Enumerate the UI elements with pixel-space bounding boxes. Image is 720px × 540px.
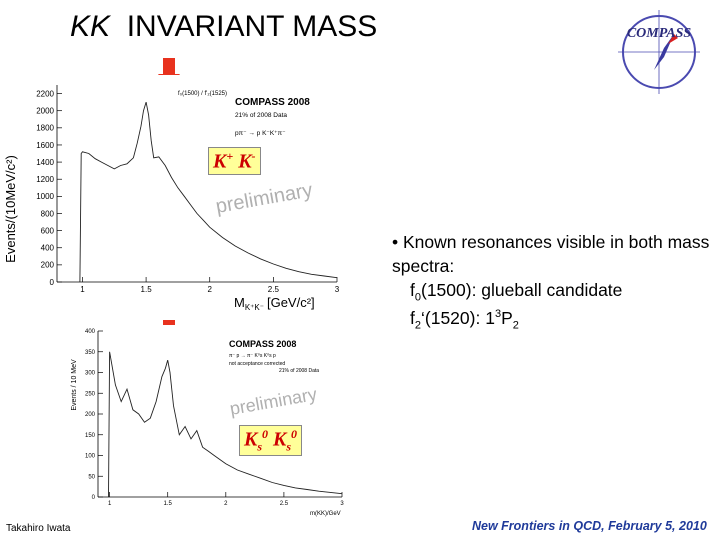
title-kk: KK	[70, 10, 111, 43]
plot1-peak-label: f₀(1500) / f'₂(1525)	[178, 91, 227, 97]
plot1-ylabel: Events/(10MeV/c²)	[5, 155, 18, 263]
bullet-text: • Known resonances visible in both mass …	[392, 230, 712, 334]
ks-ks-mass-plot: 1 1.5 2 2.5 3 0 50 100 150 200 250 300 350 400 Events…	[66, 325, 348, 517]
y-tick-label: 0	[92, 495, 96, 501]
footer-conference: New Frontiers in QCD, February 5, 2010	[472, 519, 707, 533]
bullet-f2: f2‘(1520): 13P2	[410, 307, 519, 332]
y-tick-label: 2200	[36, 89, 54, 98]
plot1-xlabel: MK⁺K⁻ [GeV/c²]	[234, 295, 315, 312]
kplus-kminus-mass-plot: 1 1.5 2 2.5 3 0 200 400 600 800 1000 1200 1400 1600 18…	[5, 75, 342, 320]
plot2-xlabel: m(KK)/GeV	[310, 511, 341, 517]
y-tick-label: 400	[85, 329, 96, 335]
plot1-title: COMPASS 2008	[235, 97, 310, 108]
x-tick-label: 2	[208, 285, 213, 294]
x-tick-label: 3	[340, 501, 344, 507]
y-tick-label: 1000	[36, 192, 54, 201]
kplus-kminus-label: K+ K-	[208, 147, 261, 175]
y-tick-label: 350	[85, 350, 96, 356]
bullet-f0: f0(1500): glueball candidate	[410, 280, 623, 304]
y-tick-label: 200	[85, 412, 96, 418]
slide-title: KK INVARIANT MASS	[70, 12, 377, 42]
x-tick-label: 1	[108, 501, 112, 507]
plot2-subtitle: 21% of 2008 Data	[279, 368, 319, 374]
y-tick-label: 250	[85, 391, 96, 397]
bullet-intro: • Known resonances visible in both mass …	[392, 232, 710, 277]
ks-ks-label: Ks0 Ks0	[239, 425, 303, 456]
y-tick-label: 2000	[36, 106, 54, 115]
y-tick-label: 1400	[36, 158, 54, 167]
kk-mass-series-line	[79, 101, 338, 283]
y-tick-label: 800	[41, 209, 55, 218]
y-tick-label: 200	[41, 261, 55, 270]
y-tick-label: 50	[88, 474, 95, 480]
y-tick-label: 300	[85, 371, 96, 377]
plot1-reaction: pπ⁻ → p K⁻K⁺π⁻	[235, 130, 286, 137]
ksks-mass-series-line	[108, 351, 343, 498]
plot2-note: not acceptance corrected	[229, 361, 285, 367]
x-tick-label: 1.5	[164, 501, 173, 507]
logo-text: COMPASS	[627, 26, 692, 41]
y-tick-label: 600	[41, 226, 55, 235]
plot1-subtitle: 21% of 2008 Data	[235, 112, 287, 119]
x-tick-label: 1.5	[141, 285, 153, 294]
compass-logo: COMPASS	[618, 10, 700, 94]
plot2-ylabel: Events / 10 MeV	[71, 359, 78, 411]
y-tick-label: 400	[41, 244, 55, 253]
y-tick-label: 1800	[36, 124, 54, 133]
x-tick-label: 3	[335, 285, 340, 294]
x-tick-label: 2.5	[268, 285, 280, 294]
plot2-title: COMPASS 2008	[229, 339, 296, 349]
x-tick-label: 2	[224, 501, 228, 507]
plot2-reaction: π⁻ p → π⁻ K⁰s K⁰s p	[229, 353, 276, 359]
y-tick-label: 150	[85, 433, 96, 439]
x-tick-label: 2.5	[280, 501, 289, 507]
y-tick-label: 1200	[36, 175, 54, 184]
x-tick-label: 1	[80, 285, 85, 294]
y-tick-label: 0	[50, 278, 55, 287]
footer-author: Takahiro Iwata	[6, 523, 71, 534]
title-rest: INVARIANT MASS	[126, 10, 378, 43]
y-tick-label: 100	[85, 454, 96, 460]
y-tick-label: 1600	[36, 141, 54, 150]
